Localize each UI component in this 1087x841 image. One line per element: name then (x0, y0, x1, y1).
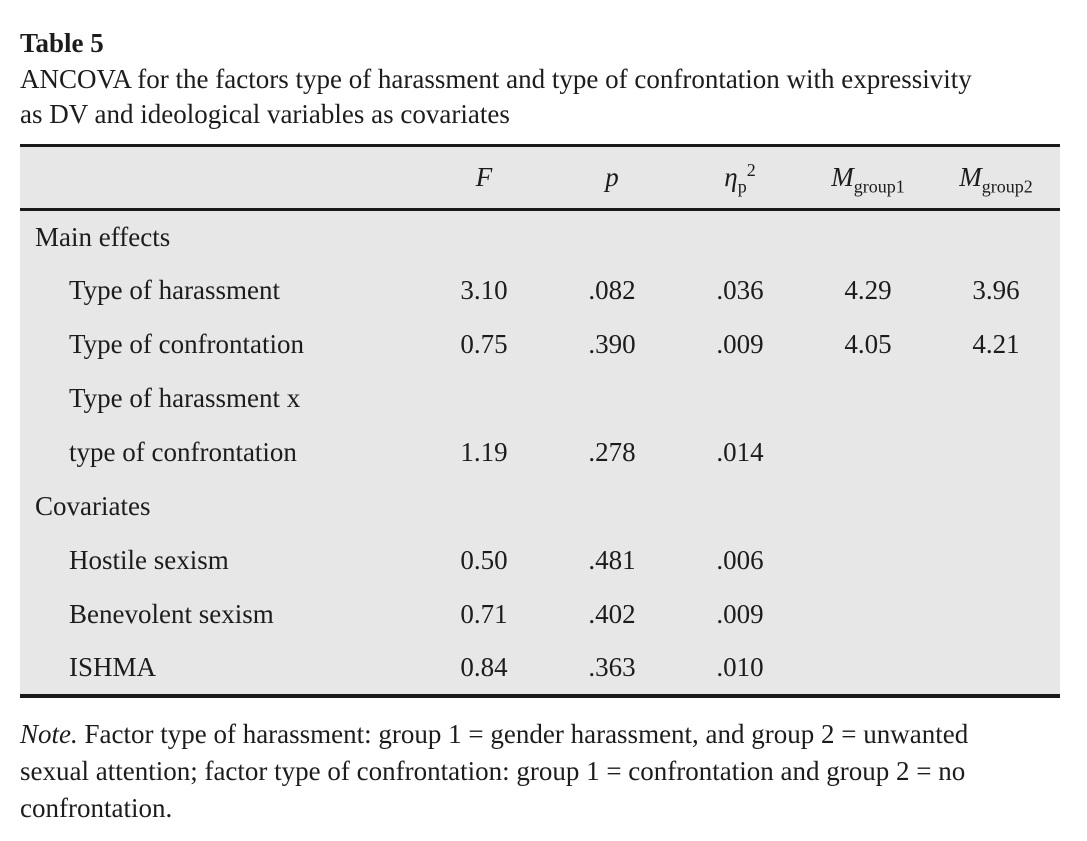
ancova-table: F p ηp2 Mgroup1 Mgroup2 Main effects Typ… (20, 144, 1060, 698)
row-label: Type of confrontation (69, 329, 305, 359)
cell-value (804, 480, 932, 534)
cell-value: 0.50 (460, 545, 508, 575)
cell-value (932, 426, 1060, 480)
row-label: Type of harassment x (69, 383, 301, 413)
cell-value (548, 210, 676, 264)
cell-value: .278 (588, 437, 636, 467)
table-caption: ANCOVA for the factors type of harassmen… (20, 64, 972, 129)
cell-value (932, 588, 1060, 642)
cell-value: .010 (716, 652, 764, 682)
table-row-interaction-line2: type of confrontation 1.19 .278 .014 (20, 426, 1060, 480)
header-symbol-p: p (605, 162, 619, 192)
cell-value (420, 372, 548, 426)
header-symbol-eta: η (724, 162, 738, 192)
cell-value: 3.96 (972, 275, 1020, 305)
cell-value: .009 (716, 599, 764, 629)
cell-value: .009 (716, 329, 764, 359)
header-sub-eta: p (737, 176, 747, 197)
cell-value (676, 210, 804, 264)
row-label: Covariates (35, 491, 151, 521)
cell-value (804, 372, 932, 426)
cell-value (804, 210, 932, 264)
header-symbol-f: F (475, 162, 493, 192)
row-label: Benevolent sexism (69, 599, 274, 629)
cell-value: .363 (588, 652, 636, 682)
cell-value: .390 (588, 329, 636, 359)
cell-value: 3.10 (460, 275, 508, 305)
note-prefix: Note. (20, 718, 78, 749)
cell-value: 4.21 (972, 329, 1020, 359)
cell-value: .402 (588, 599, 636, 629)
column-header-eta-squared: ηp2 (676, 145, 804, 211)
table-row-main-effects: Main effects (20, 210, 1060, 264)
header-sub-m2: group2 (981, 176, 1033, 197)
cell-value: .014 (716, 437, 764, 467)
cell-value (420, 480, 548, 534)
row-label: ISHMA (69, 652, 157, 682)
cell-value: .006 (716, 545, 764, 575)
table-row-hostile-sexism: Hostile sexism 0.50 .481 .006 (20, 534, 1060, 588)
cell-value (932, 372, 1060, 426)
cell-value (548, 480, 676, 534)
cell-value (932, 210, 1060, 264)
cell-value: .481 (588, 545, 636, 575)
header-symbol-m1: M (831, 162, 854, 192)
column-header-m-group2: Mgroup2 (932, 145, 1060, 211)
table-row-benevolent-sexism: Benevolent sexism 0.71 .402 .009 (20, 588, 1060, 642)
row-label: Hostile sexism (69, 545, 229, 575)
table-row-type-of-confrontation: Type of confrontation 0.75 .390 .009 4.0… (20, 318, 1060, 372)
cell-value: 1.19 (460, 437, 508, 467)
cell-value: 4.29 (844, 275, 892, 305)
table-note: Note. Factor type of harassment: group 1… (20, 716, 1032, 827)
row-label: Main effects (35, 221, 171, 252)
column-header-f: F (420, 145, 548, 211)
header-symbol-m2: M (959, 162, 982, 192)
table-row-type-of-harassment: Type of harassment 3.10 .082 .036 4.29 3… (20, 264, 1060, 318)
cell-value (804, 588, 932, 642)
cell-value (932, 642, 1060, 696)
cell-value: 0.71 (460, 599, 508, 629)
cell-value (804, 426, 932, 480)
table-label: Table 5 (20, 28, 104, 58)
header-sup-eta: 2 (746, 160, 756, 180)
cell-value: 0.84 (460, 652, 508, 682)
header-row: F p ηp2 Mgroup1 Mgroup2 (20, 145, 1060, 211)
cell-value (804, 534, 932, 588)
table-row-interaction-line1: Type of harassment x (20, 372, 1060, 426)
cell-value (548, 372, 676, 426)
note-text: Factor type of harassment: group 1 = gen… (20, 718, 969, 823)
cell-value (676, 372, 804, 426)
cell-value: .082 (588, 275, 636, 305)
cell-value (804, 642, 932, 696)
cell-value (676, 480, 804, 534)
cell-value (420, 210, 548, 264)
cell-value (932, 534, 1060, 588)
header-sub-m1: group1 (853, 176, 905, 197)
row-label: Type of harassment (69, 275, 281, 305)
table-row-ishma: ISHMA 0.84 .363 .010 (20, 642, 1060, 696)
table-row-covariates: Covariates (20, 480, 1060, 534)
cell-value (932, 480, 1060, 534)
cell-value: 4.05 (844, 329, 892, 359)
cell-value: 0.75 (460, 329, 508, 359)
column-header-p: p (548, 145, 676, 211)
header-empty-cell (20, 145, 420, 211)
row-label: type of confrontation (69, 437, 297, 467)
column-header-m-group1: Mgroup1 (804, 145, 932, 211)
cell-value: .036 (716, 275, 764, 305)
